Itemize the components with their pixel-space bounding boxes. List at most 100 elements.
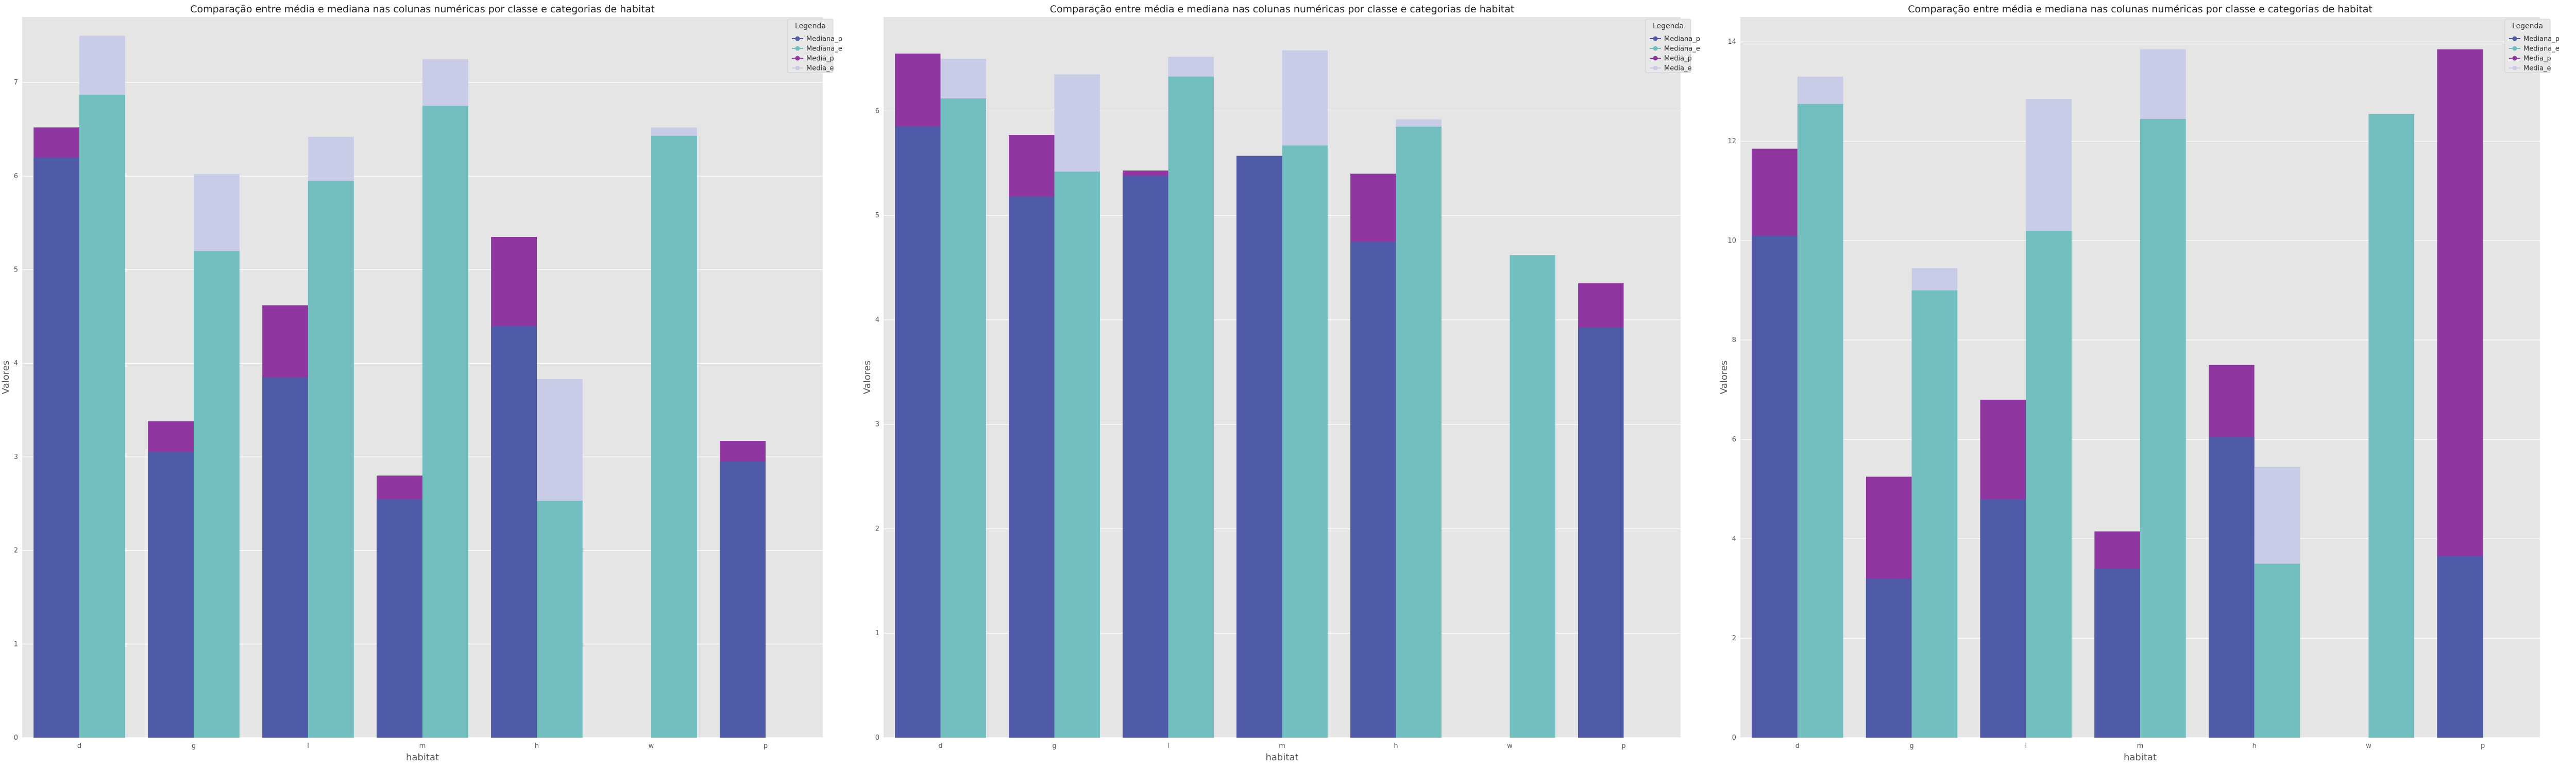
bar-mediana-e-h [2254,564,2300,738]
x-tick-label: l [2025,742,2027,750]
legend-entry-label: Media_p [2523,55,2551,63]
y-tick-label: 10 [1727,237,1736,245]
x-tick-label: l [307,742,309,750]
x-tick-label: m [1279,742,1285,750]
x-tick-label: d [1795,742,1800,750]
y-tick-label: 12 [1727,138,1736,145]
bar-mediana-e-m [1282,145,1328,738]
bar-mediana-e-d [79,94,125,738]
x-tick-label: l [1167,742,1170,750]
x-tick-label: w [649,742,654,750]
y-tick-label: 4 [14,360,18,367]
y-tick-label: 6 [875,107,879,115]
y-tick-label: 5 [14,266,18,274]
bar-mediana-e-g [1054,172,1100,738]
x-axis-label: habitat [406,752,439,763]
bar-mediana-p-p [2437,556,2483,738]
x-tick-label: d [938,742,942,750]
legend-marker-mediana-e [2512,46,2517,51]
x-tick-label: p [764,742,768,750]
chart-panel-1: 0 1 2 3 4 5 6 7 d g l m h w p Comparação entre média e … [1,4,842,763]
legend-marker-mediana-p [2512,36,2517,41]
legend-marker-media-p [795,56,800,61]
legend-entry-label: Mediana_p [1664,36,1700,43]
legend: Legenda Mediana_p Mediana_e Media_p Media_e [1645,19,1700,73]
bar-mediana-p-m [377,499,422,738]
legend-marker-media-e [795,65,800,71]
bar-mediana-p-l [262,377,308,738]
bar-mediana-e-l [1168,76,1214,738]
legend-marker-media-e [2512,65,2517,71]
bar-mediana-p-g [148,452,194,738]
bar-mediana-e-m [2140,118,2186,738]
bar-mediana-p-d [33,157,79,738]
x-tick-label: g [1052,742,1056,750]
y-tick-label: 4 [875,316,879,324]
bar-mediana-p-p [720,462,766,738]
y-tick-label: 8 [1732,336,1736,344]
bar-mediana-e-w [651,135,697,738]
legend-entry-label: Media_p [806,55,834,63]
y-axis-label: Valores [1,361,11,394]
y-axis-label: Valores [1719,361,1730,394]
legend-entry-label: Media_p [1664,55,1692,63]
y-tick-label: 0 [14,734,18,742]
bar-mediana-p-d [1752,235,1798,738]
y-axis-label: Valores [862,361,873,394]
x-tick-label: p [2481,742,2485,750]
legend-marker-media-e [1653,65,1658,71]
bar-mediana-p-d [895,126,941,738]
x-tick-label: m [2137,742,2144,750]
x-tick-label: g [1909,742,1913,750]
y-tick-label: 6 [14,173,18,180]
x-tick-label: m [419,742,426,750]
bar-mediana-p-h [491,326,537,738]
y-tick-label: 4 [1732,535,1736,543]
bar-mediana-e-h [537,501,583,738]
bar-mediana-p-m [2094,568,2140,738]
x-tick-label: h [2252,742,2257,750]
chart-title: Comparação entre média e mediana nas col… [1908,4,2372,15]
x-tick-label: h [535,742,539,750]
bar-mediana-p-h [2209,437,2255,738]
bar-mediana-p-l [1123,176,1168,738]
x-axis-label: habitat [2124,752,2157,763]
legend-marker-mediana-p [795,36,800,41]
legend-entry-label: Media_e [2523,65,2551,73]
bar-mediana-p-h [1350,241,1396,738]
x-axis-label: habitat [1265,752,1298,763]
x-tick-label: w [1507,742,1513,750]
bar-mediana-p-m [1236,156,1282,738]
bar-mediana-e-d [1797,104,1843,738]
legend-entry-label: Mediana_p [2523,36,2560,43]
bar-mediana-e-m [422,106,468,738]
x-tick-label: p [1621,742,1625,750]
y-tick-label: 2 [14,547,18,555]
bar-mediana-e-h [1396,126,1442,738]
legend-title: Legenda [1653,22,1684,30]
x-tick-label: d [77,742,81,750]
x-tick-label: w [2366,742,2371,750]
bar-mediana-e-l [308,180,354,738]
legend-title: Legenda [2512,22,2543,30]
legend-entry-label: Mediana_e [806,45,842,53]
legend-title: Legenda [795,22,826,30]
chart-title: Comparação entre média e mediana nas col… [190,4,655,15]
x-tick-label: g [192,742,196,750]
legend-entry-label: Mediana_p [806,36,842,43]
bar-mediana-e-l [2026,230,2072,738]
x-tick-label: h [1394,742,1398,750]
y-tick-label: 0 [1732,734,1736,742]
legend: Legenda Mediana_p Mediana_e Media_p Media_e [2504,19,2560,73]
legend-marker-mediana-p [1653,36,1658,41]
y-tick-label: 6 [1732,436,1736,444]
y-tick-label: 3 [14,453,18,461]
legend-entry-label: Media_e [806,65,834,73]
bar-mediana-e-w [2368,114,2415,738]
legend-marker-media-p [2512,56,2517,61]
legend-entry-label: Mediana_e [2523,45,2560,53]
y-tick-label: 14 [1727,38,1736,46]
y-tick-label: 2 [875,525,879,533]
y-tick-label: 5 [875,212,879,219]
